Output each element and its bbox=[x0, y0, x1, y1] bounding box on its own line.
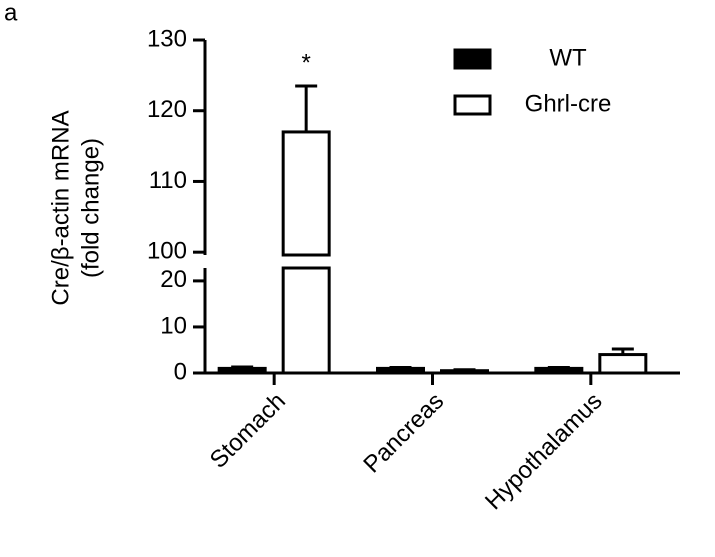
x-tick-label: Stomach bbox=[205, 388, 291, 474]
panel-label: a bbox=[4, 0, 18, 26]
legend-label: Ghrl-cre bbox=[525, 90, 612, 117]
y-axis-label: Cre/β-actin mRNA bbox=[47, 110, 74, 305]
bar bbox=[534, 366, 584, 375]
bar bbox=[217, 366, 267, 375]
annotation: * bbox=[301, 49, 310, 76]
x-tick-label: Hypothalamus bbox=[480, 388, 608, 516]
bar bbox=[376, 366, 425, 375]
legend-label: WT bbox=[549, 44, 587, 71]
y-tick-label: 110 bbox=[149, 167, 187, 194]
x-tick-label: Pancreas bbox=[358, 388, 449, 479]
bar bbox=[281, 130, 331, 257]
y-tick-label: 120 bbox=[147, 96, 187, 123]
y-tick-label: 0 bbox=[174, 358, 187, 385]
y-tick-label: 10 bbox=[160, 312, 187, 339]
y-tick-label: 100 bbox=[147, 238, 187, 265]
legend-swatch bbox=[453, 94, 492, 116]
y-axis-label: (fold change) bbox=[77, 138, 104, 278]
y-tick-label: 20 bbox=[160, 266, 187, 293]
bar bbox=[281, 266, 331, 375]
y-tick-label: 130 bbox=[147, 25, 187, 52]
legend-swatch bbox=[453, 48, 492, 70]
bar bbox=[598, 353, 648, 375]
